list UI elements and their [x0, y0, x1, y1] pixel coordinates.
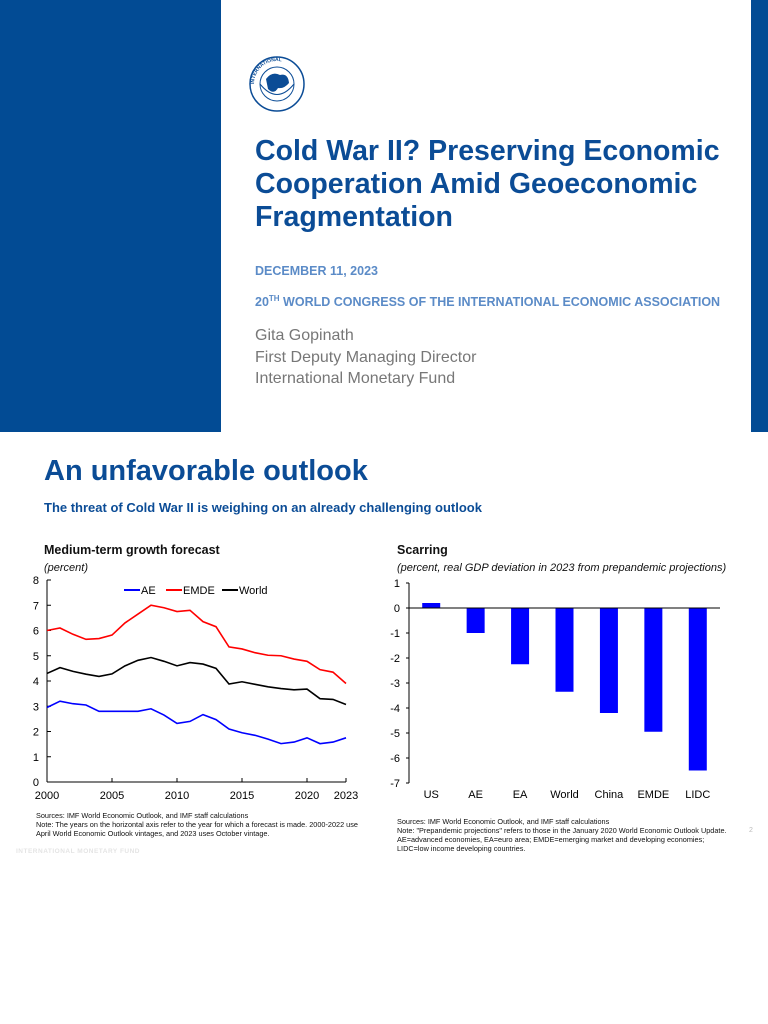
series-line-emde	[46, 604, 347, 685]
series-line-world	[46, 656, 347, 706]
bar-us	[422, 603, 441, 608]
category-label: US	[424, 789, 439, 801]
x-tick-label: 2023	[334, 790, 358, 802]
x-tick-label: 2020	[295, 790, 319, 802]
line-chart-sources: Sources: IMF World Economic Outlook, and…	[36, 811, 249, 820]
presentation-date: DECEMBER 11, 2023	[255, 264, 378, 278]
y-tick-label: -6	[390, 753, 400, 765]
left-brand-bar	[0, 0, 221, 432]
event-ordinal: TH	[268, 294, 280, 303]
y-tick-label: 7	[33, 600, 39, 612]
y-tick-label: 3	[33, 701, 39, 713]
line-chart-title: Medium-term growth forecast	[44, 543, 220, 557]
slide-subtitle: The threat of Cold War II is weighing on…	[44, 500, 482, 515]
legend-label-world: World	[239, 585, 268, 597]
category-label: EA	[513, 789, 528, 801]
bar-chart-notes: Sources: IMF World Economic Outlook, and…	[397, 817, 737, 853]
speaker-name: Gita Gopinath	[255, 327, 354, 344]
bar-ae	[466, 608, 485, 633]
x-tick-label: 2000	[35, 790, 59, 802]
charts-canvas: 0 1 2 3 4 5 6 7 8 2000 2005 2010 2015 2020 2023 AE EMDE W…	[33, 575, 720, 802]
category-label: China	[595, 789, 625, 801]
event-title: WORLD CONGRESS OF THE INTERNATIONAL ECON…	[279, 295, 721, 310]
y-tick-label: -4	[390, 703, 400, 715]
category-label: EMDE	[637, 789, 669, 801]
category-label: AE	[468, 789, 483, 801]
line-chart-unit: (percent)	[44, 562, 89, 574]
presentation-title: Cold War II? Preserving Economic Coopera…	[255, 135, 720, 233]
y-tick-label: 1	[33, 752, 39, 764]
bar-chart-title: Scarring	[397, 543, 448, 557]
y-tick-label: 6	[33, 626, 39, 638]
legend-label-ae: AE	[141, 585, 156, 597]
bar-ea	[511, 608, 530, 665]
x-tick-label: 2015	[230, 790, 254, 802]
right-brand-bar	[751, 0, 768, 432]
category-label: LIDC	[685, 789, 710, 801]
bar-chart-note: Note: "Prepandemic projections" refers t…	[397, 826, 727, 853]
line-chart-note: Note: The years on the horizontal axis r…	[36, 820, 358, 838]
bar-lidc	[688, 608, 707, 771]
speaker-role: First Deputy Managing Director	[255, 348, 477, 366]
y-tick-label: 4	[33, 676, 39, 688]
legend-label-emde: EMDE	[183, 585, 215, 597]
y-tick-label: 0	[33, 777, 39, 789]
cover-slide: INTERNATIONAL Cold War II? Preserving Ec…	[0, 0, 768, 432]
bar-emde	[644, 608, 663, 732]
y-tick-label: 8	[33, 575, 39, 587]
category-label: World	[550, 789, 579, 801]
y-tick-label: -7	[390, 778, 400, 790]
y-tick-label: 5	[33, 651, 39, 663]
bar-chart-unit: (percent, real GDP deviation in 2023 fro…	[397, 562, 727, 574]
line-chart-notes: Sources: IMF World Economic Outlook, and…	[36, 811, 366, 838]
y-tick-label: -5	[390, 728, 400, 740]
event-number: 20	[255, 295, 269, 310]
y-tick-label: -2	[390, 653, 400, 665]
y-tick-label: 0	[394, 603, 400, 615]
y-tick-label: 2	[33, 727, 39, 739]
bar-world	[555, 608, 574, 692]
x-tick-label: 2005	[100, 790, 124, 802]
y-tick-label: -1	[390, 628, 400, 640]
event-name: 20TH WORLD CONGRESS OF THE INTERNATIONAL…	[255, 294, 720, 309]
series-line-ae	[46, 700, 347, 745]
bar-chart-sources: Sources: IMF World Economic Outlook, and…	[397, 817, 610, 826]
speaker-org: International Monetary Fund	[255, 370, 456, 387]
imf-logo-icon: INTERNATIONAL	[249, 56, 305, 112]
page-number: 2	[749, 827, 753, 834]
y-tick-label: 1	[394, 578, 400, 590]
x-tick-label: 2010	[165, 790, 189, 802]
speaker-block: Gita Gopinath First Deputy Managing Dire…	[255, 325, 476, 390]
footer-org: INTERNATIONAL MONETARY FUND	[16, 848, 140, 855]
bar-china	[599, 608, 618, 713]
y-tick-label: -3	[390, 678, 400, 690]
slide-title: An unfavorable outlook	[44, 455, 368, 487]
